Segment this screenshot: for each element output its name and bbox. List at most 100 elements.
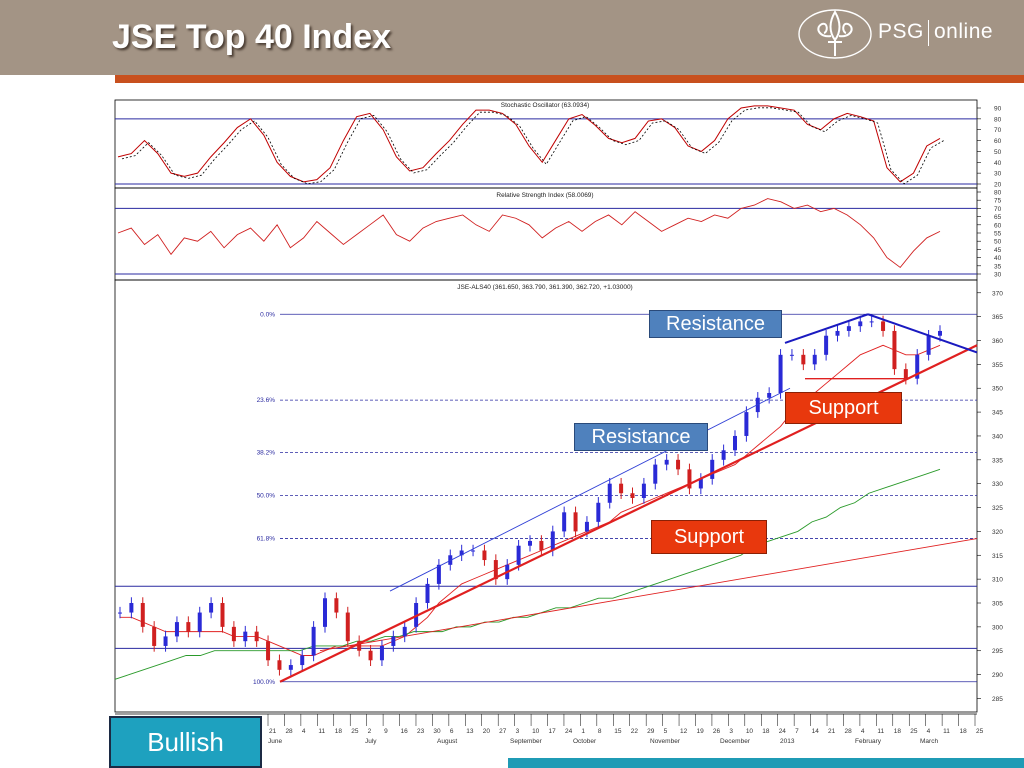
panel-title: Stochastic Oscillator (63.0934) xyxy=(501,102,590,109)
slide-header xyxy=(0,0,1024,75)
price-candle-body xyxy=(493,560,498,580)
logo-text-online: online xyxy=(934,20,994,43)
fibonacci-level-label: 0.0% xyxy=(260,311,275,318)
y-tick-label: 90 xyxy=(994,106,1002,113)
price-candle-body xyxy=(357,641,362,651)
x-tick-label: 4 xyxy=(302,728,306,735)
y-tick-label: 350 xyxy=(992,386,1003,393)
price-candle-body xyxy=(220,603,225,627)
price-candle-body xyxy=(562,512,567,532)
y-tick-label: 80 xyxy=(994,116,1002,123)
x-tick-label: 18 xyxy=(762,728,770,735)
price-candle-body xyxy=(334,598,339,613)
y-tick-label: 35 xyxy=(994,263,1002,270)
y-tick-label: 330 xyxy=(992,481,1003,488)
x-tick-label: 24 xyxy=(565,728,573,735)
x-tick-label: 6 xyxy=(450,728,454,735)
x-tick-label: 4 xyxy=(927,728,931,735)
price-candle-body xyxy=(789,354,794,356)
price-candle-body xyxy=(915,354,920,379)
support-label-top: Support xyxy=(785,392,902,424)
y-tick-label: 335 xyxy=(992,457,1003,464)
price-candle-body xyxy=(630,493,635,498)
fibonacci-level-label: 100.0% xyxy=(253,679,275,686)
price-candle-body xyxy=(938,330,942,336)
price-candle-body xyxy=(539,540,544,551)
x-tick-label: 13 xyxy=(466,728,474,735)
resistance-wedge-upper xyxy=(784,313,869,344)
price-candle-body xyxy=(619,483,624,494)
long-trend-line xyxy=(319,538,978,652)
y-tick-label: 345 xyxy=(992,410,1003,417)
y-tick-label: 295 xyxy=(992,648,1003,655)
support-label-mid: Support xyxy=(651,520,767,554)
price-candle-body xyxy=(140,603,145,627)
y-tick-label: 310 xyxy=(992,577,1003,584)
fleur-de-lis-icon xyxy=(798,9,872,59)
y-tick-label: 20 xyxy=(994,182,1002,189)
price-candle-body xyxy=(858,321,863,327)
price-candle-body xyxy=(243,631,248,642)
technical-chart: Stochastic Oscillator (63.0934) Relative … xyxy=(114,99,1003,745)
fibonacci-level-label: 38.2% xyxy=(257,450,276,457)
x-tick-label: 19 xyxy=(696,728,704,735)
price-candle-body xyxy=(721,450,726,460)
footer-accent-bar xyxy=(508,758,1024,768)
x-tick-label: 18 xyxy=(894,728,902,735)
price-candle-body xyxy=(926,335,931,355)
x-tick-label: 21 xyxy=(828,728,836,735)
price-candle-body xyxy=(892,330,897,370)
price-candle-body xyxy=(300,655,305,666)
y-tick-label: 60 xyxy=(994,138,1002,145)
price-candle-body xyxy=(641,483,646,498)
price-candle-body xyxy=(744,412,749,436)
price-candle-body xyxy=(186,622,191,632)
price-candle-body xyxy=(482,550,487,561)
x-tick-label: 20 xyxy=(483,728,491,735)
y-tick-label: 290 xyxy=(992,672,1003,679)
fibonacci-level-label: 23.6% xyxy=(257,397,276,404)
x-tick-label: 18 xyxy=(335,728,343,735)
price-candle-body xyxy=(778,354,783,393)
fibonacci-level-label: 61.8% xyxy=(257,536,276,543)
x-month-label: February xyxy=(855,738,882,745)
y-tick-label: 65 xyxy=(994,214,1002,221)
price-candle-body xyxy=(687,469,692,489)
price-candle-body xyxy=(516,545,521,565)
x-tick-label: 18 xyxy=(960,728,968,735)
x-tick-label: 1 xyxy=(581,728,585,735)
x-tick-label: 16 xyxy=(401,728,409,735)
price-candle-body xyxy=(129,603,134,613)
x-tick-label: 27 xyxy=(499,728,507,735)
price-candle-body xyxy=(209,603,214,613)
y-tick-label: 30 xyxy=(994,171,1002,178)
price-candle-body xyxy=(254,631,259,642)
price-candle-body xyxy=(835,330,840,336)
y-tick-label: 80 xyxy=(994,190,1002,197)
x-month-label: March xyxy=(920,738,938,745)
y-tick-label: 340 xyxy=(992,433,1003,440)
price-candle-body xyxy=(118,612,122,614)
price-candle-body xyxy=(710,459,715,479)
stochastic-signal-line xyxy=(121,107,945,185)
psg-logo xyxy=(798,9,872,59)
x-tick-label: 21 xyxy=(269,728,277,735)
slide-title: JSE Top 40 Index xyxy=(112,18,392,56)
x-month-label: September xyxy=(510,738,543,745)
y-tick-label: 40 xyxy=(994,255,1002,262)
long-moving-average-line xyxy=(114,468,941,680)
x-tick-label: 30 xyxy=(433,728,441,735)
resistance-label-mid: Resistance xyxy=(574,423,708,451)
price-candle-body xyxy=(573,512,578,532)
x-tick-label: 24 xyxy=(779,728,787,735)
x-tick-label: 29 xyxy=(647,728,655,735)
price-candle-body xyxy=(345,612,350,642)
y-tick-label: 60 xyxy=(994,222,1002,229)
price-candle-body xyxy=(379,645,384,661)
price-candle-body xyxy=(277,660,282,670)
price-candle-body xyxy=(459,550,464,556)
x-tick-label: 11 xyxy=(943,728,950,735)
panel-frame xyxy=(114,187,978,281)
x-tick-label: 11 xyxy=(877,728,884,735)
y-tick-label: 55 xyxy=(994,231,1002,238)
